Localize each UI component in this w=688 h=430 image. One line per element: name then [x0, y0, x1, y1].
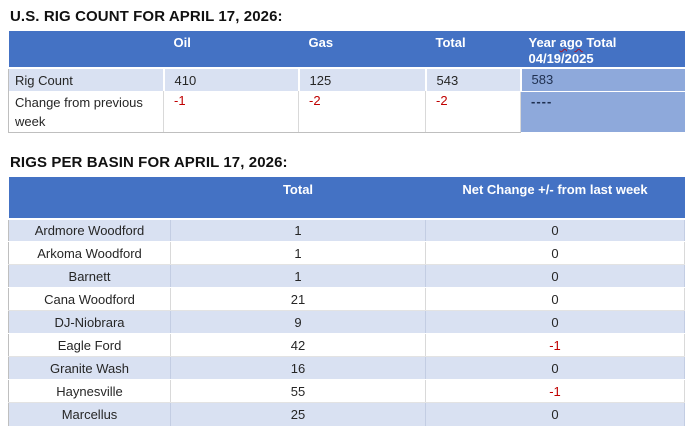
table-row-marcellus: Marcellus 25 0 — [8, 402, 685, 426]
rig-count-total: 543 — [425, 68, 522, 91]
basin-total: 42 — [170, 333, 426, 357]
basin-header-row: Total Net Change +/- from last week — [8, 176, 685, 220]
year-ago-date: 04/19/2025 — [528, 51, 594, 66]
basin-net-change: -1 — [425, 379, 685, 403]
basin-net-change: -1 — [425, 333, 685, 357]
change-gas: -2 — [298, 91, 426, 133]
basin-name: Marcellus — [8, 402, 171, 426]
header-blank-cell — [8, 176, 171, 220]
rigs-per-basin-title: RIGS PER BASIN FOR APRIL 17, 2026: — [10, 153, 288, 171]
row-label: Change from previous week — [8, 91, 164, 133]
table-row-dj-niobrara: DJ-Niobrara 9 0 — [8, 310, 685, 334]
year-ago-word: Year — [528, 35, 560, 50]
basin-net-change: 0 — [425, 402, 685, 426]
rig-count-oil: 410 — [163, 68, 300, 91]
basin-net-change: 0 — [425, 356, 685, 380]
basin-total: 1 — [170, 264, 426, 288]
rig-count-year-ago: 583 — [520, 68, 685, 92]
change-oil: -1 — [163, 91, 299, 133]
basin-total: 9 — [170, 310, 426, 334]
basin-net-change: 0 — [425, 287, 685, 311]
year-ago-word-misspell-underline: ago — [559, 35, 583, 50]
change-total: -2 — [425, 91, 521, 133]
basin-name: Haynesville — [8, 379, 171, 403]
table-row-haynesville: Haynesville 55 -1 — [8, 379, 685, 403]
table-row-eagle-ford: Eagle Ford 42 -1 — [8, 333, 685, 357]
basin-total: 55 — [170, 379, 426, 403]
basin-total: 16 — [170, 356, 426, 380]
year-ago-word: Total — [582, 35, 617, 50]
table-row-cana-woodford: Cana Woodford 21 0 — [8, 287, 685, 311]
change-from-previous-week-row: Change from previous week -1 -2 -2 ---- — [8, 91, 685, 133]
header-oil: Oil — [163, 31, 299, 69]
header-total: Total — [170, 176, 426, 220]
us-rig-count-table: Oil Gas Total Year ago Total 04/19/2025 R… — [8, 31, 685, 133]
basin-name: Ardmore Woodford — [8, 218, 171, 242]
basin-name: Cana Woodford — [8, 287, 171, 311]
basin-net-change: 0 — [425, 241, 685, 265]
basin-net-change: 0 — [425, 264, 685, 288]
header-blank-cell — [8, 31, 164, 69]
basin-name: DJ-Niobrara — [8, 310, 171, 334]
table-row-barnett: Barnett 1 0 — [8, 264, 685, 288]
basin-net-change: 0 — [425, 218, 685, 242]
header-total: Total — [425, 31, 521, 69]
row-label: Rig Count — [8, 68, 165, 91]
basin-total: 21 — [170, 287, 426, 311]
change-year-ago: ---- — [520, 91, 685, 132]
rig-count-header-row: Oil Gas Total Year ago Total 04/19/2025 — [8, 31, 685, 69]
basin-total: 1 — [170, 241, 426, 265]
basin-net-change: 0 — [425, 310, 685, 334]
rig-count-title: U.S. RIG COUNT FOR APRIL 17, 2026: — [10, 8, 283, 25]
header-net-change: Net Change +/- from last week — [425, 176, 685, 220]
rig-count-row: Rig Count 410 125 543 583 — [8, 68, 685, 92]
basin-name: Barnett — [8, 264, 171, 288]
basin-name: Arkoma Woodford — [8, 241, 171, 265]
basin-total: 1 — [170, 218, 426, 242]
rig-count-gas: 125 — [298, 68, 427, 91]
basin-total: 25 — [170, 402, 426, 426]
header-year-ago: Year ago Total 04/19/2025 — [520, 31, 685, 69]
header-gas: Gas — [298, 31, 426, 69]
table-row-granite-wash: Granite Wash 16 0 — [8, 356, 685, 380]
table-row-ardmore-woodford: Ardmore Woodford 1 0 — [8, 218, 685, 242]
rigs-per-basin-table: Total Net Change +/- from last week Ardm… — [8, 176, 685, 426]
basin-name: Eagle Ford — [8, 333, 171, 357]
basin-name: Granite Wash — [8, 356, 171, 380]
table-row-arkoma-woodford: Arkoma Woodford 1 0 — [8, 241, 685, 265]
